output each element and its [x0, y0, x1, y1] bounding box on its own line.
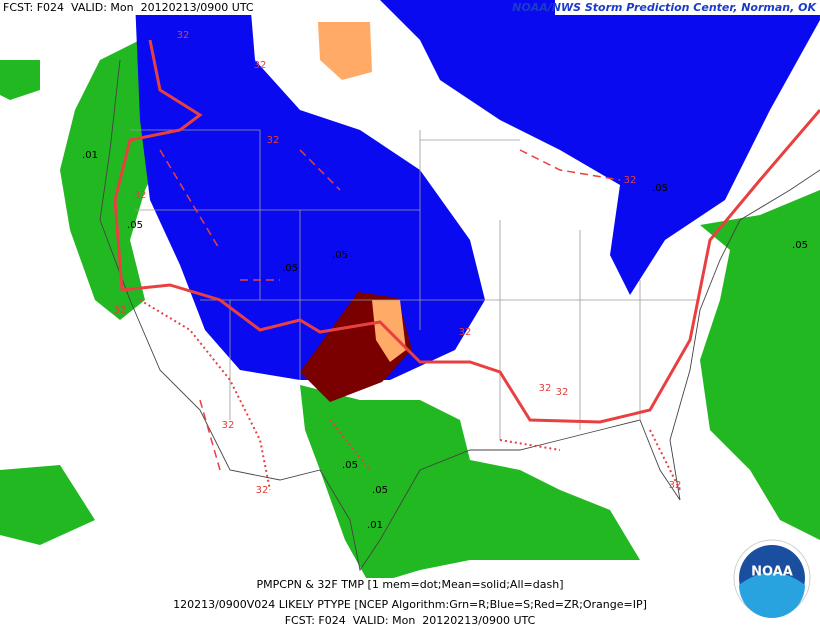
boundaries [99, 59, 820, 572]
contour-label: .05 [372, 485, 388, 496]
contour-label: .05 [282, 263, 298, 274]
snow-areas [135, 0, 820, 380]
freezing-line-mean [113, 39, 820, 424]
header-box [555, 0, 820, 15]
contour-label: 32 [222, 420, 235, 431]
logo-text: NOAA [751, 565, 793, 580]
footer-line: PMPCPN & 32F TMP [1 mem=dot;Mean=solid;A… [257, 578, 564, 591]
contour-labels: 32 32 32 32 32 .01 .05 .05 .05 32 32 32 … [82, 30, 808, 531]
footer-box [160, 578, 680, 630]
contour-label: 32 [669, 480, 682, 491]
contour-label: .05 [342, 460, 358, 471]
ice-pellet-area [318, 22, 372, 80]
header-right: NOAA/NWS Storm Prediction Center, Norman… [512, 1, 817, 14]
footer-line: 120213/0900V024 LIKELY PTYPE [NCEP Algor… [173, 598, 647, 611]
header-box [0, 0, 270, 15]
contour-label: 32 [556, 387, 569, 398]
contour-label: 32 [114, 305, 127, 316]
contour-label: 32 [459, 327, 472, 338]
contour-label: 32 [624, 175, 637, 186]
contour-label: 32 [539, 383, 552, 394]
contour-label: .05 [332, 250, 348, 261]
freezing-line-all [159, 149, 621, 471]
footer-line: FCST: F024 VALID: Mon 20120213/0900 UTC [285, 614, 536, 627]
contour-label: 32 [254, 60, 267, 71]
contour-label: .05 [127, 220, 143, 231]
contour-label: 32 [267, 135, 280, 146]
header-left: FCST: F024 VALID: Mon 20120213/0900 UTC [3, 1, 254, 14]
contour-label: .05 [652, 183, 668, 194]
contour-label: 32 [256, 485, 269, 496]
contour-label: .01 [82, 150, 98, 161]
contour-label: .01 [367, 520, 383, 531]
noaa-logo: NOAA [733, 539, 811, 618]
contour-label: .05 [792, 240, 808, 251]
contour-label: 32 [177, 30, 190, 41]
contour-label: 32 [134, 190, 147, 201]
